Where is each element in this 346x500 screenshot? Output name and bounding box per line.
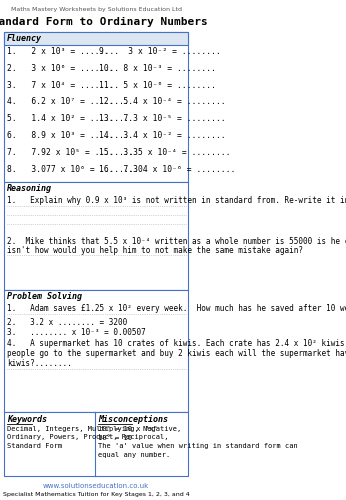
Text: 10.  8 x 10⁻³ = ........: 10. 8 x 10⁻³ = ........ <box>99 64 216 73</box>
Bar <box>4 290 188 412</box>
Text: 8.   3.077 x 10⁶ = ........: 8. 3.077 x 10⁶ = ........ <box>7 164 139 173</box>
Text: Maths Mastery Worksheets by Solutions Education Ltd: Maths Mastery Worksheets by Solutions Ed… <box>11 7 182 12</box>
Text: Fluency: Fluency <box>7 34 42 43</box>
Text: 2.   3.2 x ........ = 3200: 2. 3.2 x ........ = 3200 <box>7 318 127 327</box>
Text: 1.   Explain why 0.9 x 10³ is not written in standard from. Re-write it in stand: 1. Explain why 0.9 x 10³ is not written … <box>7 196 346 205</box>
Text: 2.  Mike thinks that 5.5 x 10⁻⁴ written as a whole number is 55000 is he correct: 2. Mike thinks that 5.5 x 10⁻⁴ written a… <box>7 237 346 246</box>
Text: 13.  7.3 x 10⁻⁵ = ........: 13. 7.3 x 10⁻⁵ = ........ <box>99 114 226 123</box>
Text: 2.   3 x 10⁶ = ........: 2. 3 x 10⁶ = ........ <box>7 64 119 73</box>
Text: 11.  5 x 10⁻⁶ = ........: 11. 5 x 10⁻⁶ = ........ <box>99 80 216 90</box>
Bar <box>4 182 188 290</box>
Text: 4.   6.2 x 10⁷ = ........: 4. 6.2 x 10⁷ = ........ <box>7 98 129 106</box>
Text: people go to the supermarket and buy 2 kiwis each will the supermarket have enou: people go to the supermarket and buy 2 k… <box>7 349 346 358</box>
Text: 1.   Adam saves £1.25 x 10² every week.  How much has he saved after 10 weeks?: 1. Adam saves £1.25 x 10² every week. Ho… <box>7 304 346 313</box>
Text: 9.    3 x 10⁻² = ........: 9. 3 x 10⁻² = ........ <box>99 47 221 56</box>
Text: www.solutionseducation.co.uk: www.solutionseducation.co.uk <box>43 483 149 489</box>
Text: Misconceptions: Misconceptions <box>98 415 168 424</box>
Text: 1.   2 x 10³ = ........: 1. 2 x 10³ = ........ <box>7 47 119 56</box>
Text: 10ˣ = 10 x "x"
10° = 10
The 'a' value when writing in standard form can
equal an: 10ˣ = 10 x "x" 10° = 10 The 'a' value wh… <box>98 426 298 458</box>
Text: kiwis?........: kiwis?........ <box>7 359 72 368</box>
Bar <box>4 32 188 45</box>
Text: 15.  3.35 x 10⁻⁴ = ........: 15. 3.35 x 10⁻⁴ = ........ <box>99 148 231 157</box>
Text: 14.  3.4 x 10⁻² = ........: 14. 3.4 x 10⁻² = ........ <box>99 131 226 140</box>
Text: Specialist Mathematics Tuition for Key Stages 1, 2, 3, and 4: Specialist Mathematics Tuition for Key S… <box>3 492 190 497</box>
Text: 4.   A supermarket has 10 crates of kiwis. Each crate has 2.4 x 10² kiwis in it.: 4. A supermarket has 10 crates of kiwis.… <box>7 339 346 348</box>
Text: 3.   ........ x 10⁻³ = 0.00507: 3. ........ x 10⁻³ = 0.00507 <box>7 328 146 337</box>
Text: 3.   7 x 10⁴ = ........: 3. 7 x 10⁴ = ........ <box>7 80 119 90</box>
Text: 7.   7.92 x 10⁵ = ........: 7. 7.92 x 10⁵ = ........ <box>7 148 134 157</box>
Text: Reasoning: Reasoning <box>7 184 52 193</box>
Text: Standard Form to Ordinary Numbers: Standard Form to Ordinary Numbers <box>0 17 208 27</box>
Text: 5.   1.4 x 10² = ........: 5. 1.4 x 10² = ........ <box>7 114 129 123</box>
Text: Keywords: Keywords <box>7 415 47 424</box>
Text: 16.  7.304 x 10⁻⁶ = ........: 16. 7.304 x 10⁻⁶ = ........ <box>99 164 236 173</box>
Text: Problem Solving: Problem Solving <box>7 292 82 301</box>
Text: 12.  5.4 x 10⁻⁴ = ........: 12. 5.4 x 10⁻⁴ = ........ <box>99 98 226 106</box>
Text: Decimal, Integers, Multiplying, Negative,
Ordinary, Powers, Product, Reciprocal,: Decimal, Integers, Multiplying, Negative… <box>7 426 182 449</box>
Text: isn't how would you help him to not make the same mistake again?: isn't how would you help him to not make… <box>7 246 303 255</box>
Text: 6.   8.9 x 10³ = ........: 6. 8.9 x 10³ = ........ <box>7 131 129 140</box>
Bar <box>4 32 188 182</box>
Bar <box>4 412 188 476</box>
